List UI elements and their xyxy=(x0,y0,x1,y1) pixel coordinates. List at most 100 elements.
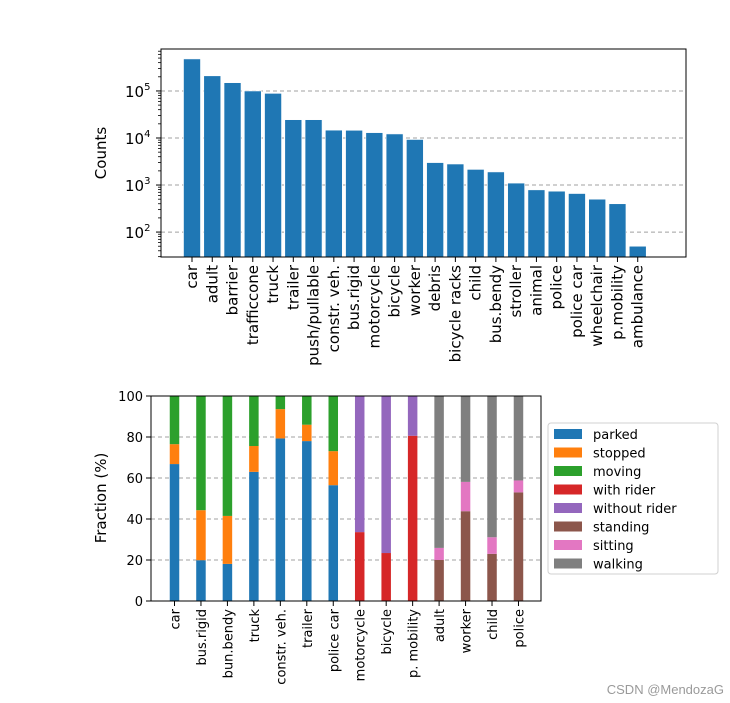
segment-moving-truck xyxy=(249,396,259,447)
bottom-bars xyxy=(169,396,524,601)
bar-child xyxy=(466,169,485,258)
segment-moving-car xyxy=(169,396,180,445)
segment-stopped-trailer xyxy=(302,424,312,442)
legend-label: with rider xyxy=(593,484,656,499)
segment-walking-worker xyxy=(460,396,471,482)
segment-moving-trailer xyxy=(302,396,312,425)
bar-police xyxy=(547,190,566,258)
bar-worker xyxy=(406,139,424,258)
bottom-axes-frame xyxy=(150,395,542,602)
bottom-x-tick-label: bus.rigid xyxy=(195,609,210,665)
top-y-tick-label: 102 xyxy=(125,223,150,242)
segment-parked-bun-bendy xyxy=(222,563,233,601)
top-x-ticks: car adult barrier trafficcone truck trailer pu… xyxy=(183,257,647,366)
bar-bus-bendy xyxy=(487,171,505,258)
bottom-x-tick-label: truck xyxy=(248,609,263,643)
top-x-tick-label: truck xyxy=(264,265,282,304)
segment-sitting-police xyxy=(513,480,524,493)
top-x-tick-label: constr. veh. xyxy=(325,265,343,352)
segment-walking-adult xyxy=(434,396,444,548)
segment-sitting-adult xyxy=(434,547,444,560)
legend-label: standing xyxy=(593,521,649,536)
legend-swatch-without-rider xyxy=(554,503,582,513)
bar-push-pullable xyxy=(304,119,323,258)
segment-parked-trailer xyxy=(302,441,312,601)
bottom-x-tick-label: police car xyxy=(327,608,342,672)
legend-swatch-moving xyxy=(554,466,582,476)
bottom-gridlines xyxy=(151,436,541,561)
top-x-tick-label: bicycle xyxy=(386,265,404,317)
bar-stroller xyxy=(507,182,525,258)
legend-swatch-sitting xyxy=(554,540,582,550)
top-y-tick-label: 105 xyxy=(125,82,150,101)
bottom-y-tick-label: 40 xyxy=(126,513,143,528)
bottom-y-tick-label: 20 xyxy=(126,554,143,569)
top-y-tick-label: 104 xyxy=(125,129,150,148)
bottom-x-tick-label: motorcycle xyxy=(354,609,369,681)
legend-swatch-walking xyxy=(554,558,582,569)
bottom-y-tick-label: 100 xyxy=(118,390,143,405)
top-y-ticks: 102 103 104 105 xyxy=(125,50,161,258)
bottom-x-ticks: car bus.rigid bun.bendy truck constr. veh. tr… xyxy=(169,601,527,685)
bottom-y-ticks: 0 20 40 60 80 100 xyxy=(118,390,151,610)
segment-standing-child xyxy=(487,553,497,601)
top-x-tick-label: bus.rigid xyxy=(345,265,363,330)
top-y-tick-label: 103 xyxy=(125,176,150,195)
bottom-x-tick-label: p. mobility xyxy=(407,609,422,678)
segment-with-rider-p-mobility xyxy=(407,435,418,601)
segment-parked-truck xyxy=(249,471,259,601)
segment-stopped-truck xyxy=(249,446,259,472)
segment-without-rider-p-mobility xyxy=(407,396,418,436)
bottom-y-tick-label: 0 xyxy=(135,595,143,610)
bar-bicycle xyxy=(385,133,404,258)
top-x-tick-label: police car xyxy=(568,264,586,338)
bar-truck xyxy=(264,93,282,258)
bottom-x-tick-label: child xyxy=(486,609,501,640)
legend-swatch-stopped xyxy=(554,447,582,458)
bar-p-mobility xyxy=(608,203,627,258)
segment-without-rider-bicycle xyxy=(381,396,391,554)
bottom-x-tick-label: worker xyxy=(460,608,475,653)
top-x-tick-label: debris xyxy=(426,265,444,312)
bottom-x-tick-label: bicycle xyxy=(380,609,395,654)
counts-bar-chart: 102 103 104 105 car adult barrier trafficcone t… xyxy=(92,48,687,366)
segment-moving-bun-bendy xyxy=(222,396,233,516)
top-x-tick-label: push/pullable xyxy=(305,265,323,366)
segment-walking-police xyxy=(513,396,524,481)
bar-bus-rigid xyxy=(345,129,363,258)
segment-stopped-bun-bendy xyxy=(222,515,233,564)
bottom-x-tick-label: adult xyxy=(433,609,448,642)
top-axes-frame xyxy=(160,48,687,258)
bottom-x-tick-label: constr. veh. xyxy=(274,609,289,685)
segment-parked-bus-rigid xyxy=(196,560,206,601)
top-x-tick-label: child xyxy=(467,265,485,301)
legend-swatch-parked xyxy=(554,429,582,439)
bar-adult xyxy=(203,75,222,258)
bottom-y-axis-label: Fraction (%) xyxy=(92,453,110,544)
bar-barrier xyxy=(223,82,242,258)
top-x-tick-label: trafficcone xyxy=(244,265,262,345)
bar-constr-veh- xyxy=(325,129,343,258)
watermark: CSDN @MendozaG xyxy=(606,682,724,697)
top-x-tick-label: police xyxy=(548,265,566,310)
bottom-y-tick-label: 60 xyxy=(126,472,143,487)
bottom-x-tick-label: bun.bendy xyxy=(221,609,236,679)
segment-stopped-bus-rigid xyxy=(196,510,206,561)
top-x-tick-label: trailer xyxy=(284,264,302,310)
legend: parked stopped moving with rider without rid… xyxy=(547,422,719,575)
segment-walking-child xyxy=(487,396,497,538)
segment-sitting-child xyxy=(487,537,497,554)
bar-car xyxy=(183,58,201,258)
legend-label: walking xyxy=(593,558,643,573)
segment-stopped-police-car xyxy=(328,451,339,486)
segment-moving-bus-rigid xyxy=(196,396,206,511)
bar-police-car xyxy=(568,193,586,258)
top-x-tick-label: wheelchair xyxy=(588,264,606,347)
top-x-tick-label: bicycle racks xyxy=(446,265,464,363)
legend-swatch-standing xyxy=(554,521,582,532)
top-x-tick-label: barrier xyxy=(224,264,242,315)
legend-label: parked xyxy=(593,428,638,443)
legend-label: sitting xyxy=(593,539,634,554)
